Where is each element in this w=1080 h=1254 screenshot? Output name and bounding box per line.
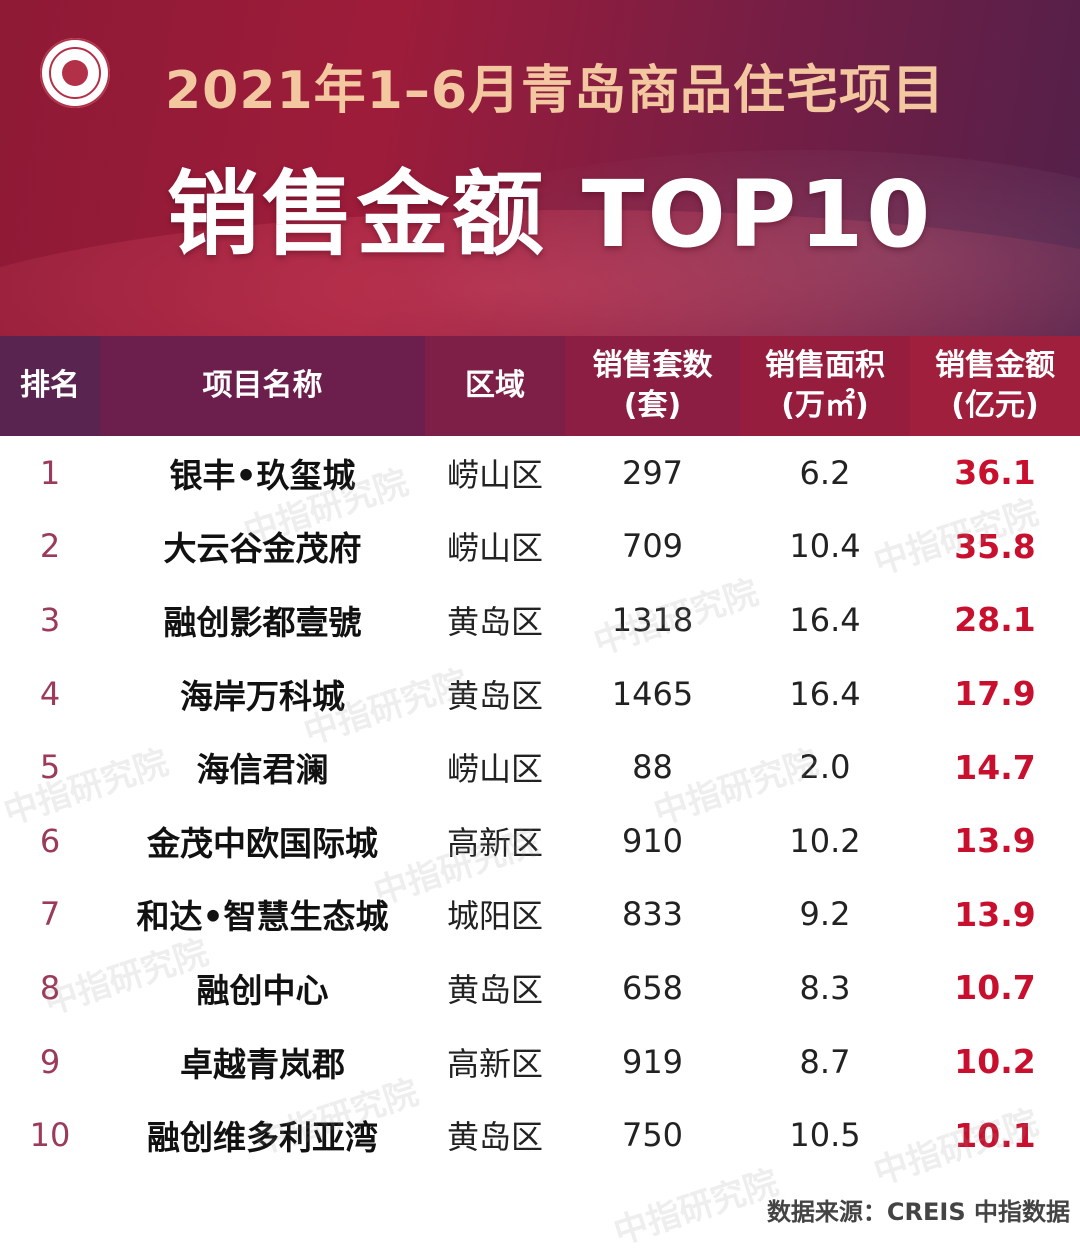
amount-cell: 17.9 [954, 674, 1036, 714]
column-header-project-name: 项目名称 [100, 336, 425, 436]
table-row: 3 融创影都壹號 黄岛区 1318 16.4 28.1 [0, 583, 1080, 657]
column-header-area: 销售面积 (万㎡) [740, 336, 910, 436]
logo-core [62, 60, 88, 86]
district-cell: 城阳区 [446, 897, 543, 936]
amount-cell: 13.9 [954, 894, 1036, 934]
units-cell: 1318 [611, 600, 694, 639]
district-cell: 黄岛区 [446, 1118, 543, 1157]
rank-cell: 5 [39, 748, 61, 787]
area-cell: 8.3 [799, 968, 851, 1007]
district-cell: 黄岛区 [446, 970, 543, 1009]
column-header-rank: 排名 [0, 336, 100, 436]
units-cell: 709 [621, 527, 684, 566]
column-header-district: 区域 [425, 336, 565, 436]
rank-cell: 9 [39, 1042, 61, 1081]
table-body: 1 银丰•玖玺城 崂山区 297 6.2 36.1 2 大云谷金茂府 崂山区 7… [0, 436, 1080, 1172]
rank-cell: 7 [39, 895, 61, 934]
rank-cell: 8 [39, 968, 61, 1007]
amount-cell: 14.7 [954, 747, 1036, 787]
table-row: 10 融创维多利亚湾 黄岛区 750 10.5 10.1 [0, 1098, 1080, 1172]
units-cell: 88 [632, 748, 673, 787]
project-name-cell: 海岸万科城 [180, 676, 345, 716]
units-cell: 919 [621, 1042, 684, 1081]
district-cell: 高新区 [446, 1044, 543, 1083]
district-cell: 崂山区 [446, 529, 543, 568]
area-cell: 9.2 [799, 895, 851, 934]
area-cell: 2.0 [799, 748, 851, 787]
column-header-units: 销售套数 (套) [565, 336, 740, 436]
column-header-unit: (亿元) [951, 388, 1039, 423]
district-cell: 崂山区 [446, 455, 543, 494]
area-cell: 10.4 [789, 527, 861, 566]
project-name-cell: 融创中心 [196, 970, 329, 1010]
district-cell: 黄岛区 [446, 602, 543, 641]
column-header-label: 项目名称 [202, 368, 323, 403]
page-title: 2021年1–6月青岛商品住宅项目 [164, 61, 946, 121]
rank-cell: 4 [39, 674, 61, 713]
district-cell: 崂山区 [446, 750, 543, 789]
units-cell: 1465 [611, 674, 694, 713]
table-row: 1 银丰•玖玺城 崂山区 297 6.2 36.1 [0, 436, 1080, 510]
project-name-cell: 融创维多利亚湾 [147, 1118, 378, 1158]
rank-cell: 3 [39, 600, 61, 639]
project-name-cell: 和达•智慧生态城 [136, 897, 389, 937]
rank-cell: 6 [39, 821, 61, 860]
column-header-label: 销售面积 [765, 348, 885, 383]
amount-cell: 13.9 [954, 821, 1036, 861]
amount-cell: 35.8 [954, 526, 1036, 566]
rank-cell: 1 [39, 453, 61, 492]
area-cell: 10.2 [789, 821, 861, 860]
area-cell: 10.5 [789, 1116, 861, 1155]
page-subtitle: 销售金额 TOP10 [166, 161, 934, 268]
table-row: 8 融创中心 黄岛区 658 8.3 10.7 [0, 951, 1080, 1025]
china-index-academy-logo [40, 38, 110, 108]
units-cell: 833 [621, 895, 684, 934]
column-header-label: 排名 [20, 368, 80, 403]
table-row: 9 卓越青岚郡 高新区 919 8.7 10.2 [0, 1025, 1080, 1099]
logo-ring [49, 47, 101, 99]
column-header-label: 销售金额 [935, 348, 1055, 383]
project-name-cell: 海信君澜 [196, 750, 329, 790]
table-header: 排名 项目名称 区域 销售套数 (套) 销售面积 (万㎡) 销售金额 (亿元) [0, 336, 1080, 436]
units-cell: 750 [621, 1116, 684, 1155]
project-name-cell: 金茂中欧国际城 [147, 823, 378, 863]
title-banner: 2021年1–6月青岛商品住宅项目 销售金额 TOP10 [0, 0, 1080, 336]
amount-cell: 36.1 [954, 453, 1036, 493]
units-cell: 658 [621, 968, 684, 1007]
table-row: 4 海岸万科城 黄岛区 1465 16.4 17.9 [0, 657, 1080, 731]
rank-cell: 10 [29, 1116, 71, 1155]
rank-cell: 2 [39, 527, 61, 566]
project-name-cell: 融创影都壹號 [163, 602, 362, 642]
project-name-cell: 卓越青岚郡 [180, 1044, 345, 1084]
column-header-label: 销售套数 [592, 348, 713, 383]
amount-cell: 10.2 [954, 1042, 1036, 1082]
column-header-unit: (套) [623, 388, 682, 423]
project-name-cell: 银丰•玖玺城 [169, 455, 356, 495]
table-row: 2 大云谷金茂府 崂山区 709 10.4 35.8 [0, 510, 1080, 584]
district-cell: 黄岛区 [446, 676, 543, 715]
project-name-cell: 大云谷金茂府 [163, 529, 362, 569]
column-header-label: 区域 [465, 368, 525, 403]
area-cell: 16.4 [789, 600, 861, 639]
units-cell: 297 [621, 453, 684, 492]
area-cell: 6.2 [799, 453, 851, 492]
table-row: 7 和达•智慧生态城 城阳区 833 9.2 13.9 [0, 878, 1080, 952]
column-header-unit: (万㎡) [781, 388, 869, 423]
amount-cell: 10.1 [954, 1115, 1036, 1155]
amount-cell: 28.1 [954, 600, 1036, 640]
area-cell: 8.7 [799, 1042, 851, 1081]
column-header-amount: 销售金额 (亿元) [910, 336, 1080, 436]
table-row: 5 海信君澜 崂山区 88 2.0 14.7 [0, 730, 1080, 804]
amount-cell: 10.7 [954, 968, 1036, 1008]
data-source-note: 数据来源：CREIS 中指数据 [766, 1198, 1070, 1226]
area-cell: 16.4 [789, 674, 861, 713]
district-cell: 高新区 [446, 823, 543, 862]
table-row: 6 金茂中欧国际城 高新区 910 10.2 13.9 [0, 804, 1080, 878]
units-cell: 910 [621, 821, 684, 860]
